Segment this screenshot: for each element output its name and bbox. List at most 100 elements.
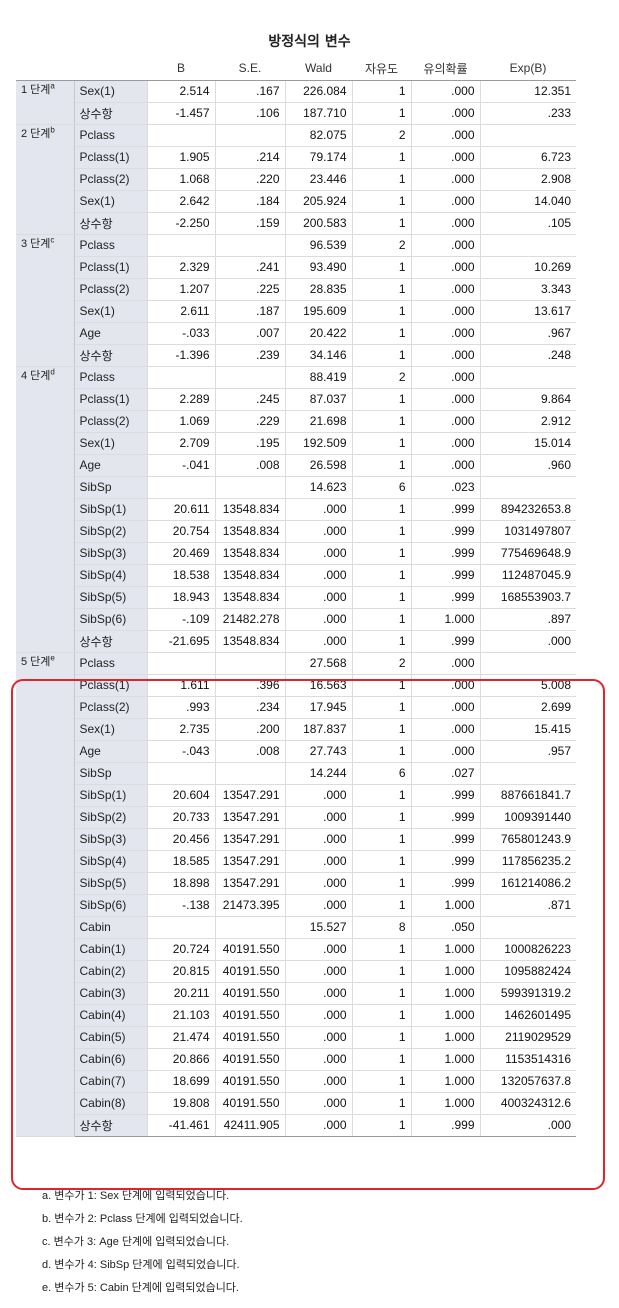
value-cell: .999 xyxy=(410,586,480,609)
variable-name-cell: SibSp(4) xyxy=(74,564,147,587)
value-cell: 1 xyxy=(351,828,411,851)
value-cell: .000 xyxy=(410,696,480,719)
value-cell: .239 xyxy=(214,344,285,367)
value-cell: 112487045.9 xyxy=(479,564,576,587)
value-cell: 20.733 xyxy=(146,806,215,829)
value-cell: .000 xyxy=(284,894,352,917)
value-cell: 2.289 xyxy=(146,388,215,411)
value-cell: 1 xyxy=(351,806,411,829)
value-cell: 40191.550 xyxy=(214,1092,285,1115)
variable-name-cell: 상수항 xyxy=(74,212,147,235)
value-cell: 1 xyxy=(351,498,411,521)
table-body: 1 단계a Sex(1) 2.514.167 226.084 1.000 12.351 상수… xyxy=(16,79,576,1137)
value-cell: 18.538 xyxy=(146,564,215,587)
table-row: Pclass(2) 1.068.220 23.446 1.000 2.908 xyxy=(16,168,576,191)
value-cell: 1.000 xyxy=(410,982,480,1005)
table-row: Pclass(1) 1.905.214 79.174 1.000 6.723 xyxy=(16,146,576,169)
value-cell: 18.585 xyxy=(146,850,215,873)
value-cell: 20.724 xyxy=(146,938,215,961)
value-cell: 1.069 xyxy=(146,410,215,433)
table-row: SibSp(1) 20.611 13548.834.000 1.999 89423265… xyxy=(16,498,576,521)
value-cell: .000 xyxy=(410,322,480,345)
table-row: Cabin(7) 18.699 40191.550.000 1 1.000 1320576… xyxy=(16,1070,576,1093)
header-cell: B xyxy=(147,57,215,81)
table-row: SibSp(5) 18.898 13547.291.000 1.999 16121408… xyxy=(16,872,576,895)
value-cell: 1.000 xyxy=(410,938,480,961)
table-row: SibSp(2) 20.733 13547.291.000 1.999 10093914… xyxy=(16,806,576,829)
value-cell: .999 xyxy=(410,1114,480,1137)
value-cell: 6 xyxy=(351,476,411,499)
variable-name-cell: Cabin(2) xyxy=(74,960,147,983)
value-cell xyxy=(146,365,215,389)
value-cell xyxy=(479,762,576,785)
value-cell: 1 xyxy=(351,674,411,697)
table-row: Pclass(1) 2.289.245 87.037 1.000 9.864 xyxy=(16,388,576,411)
value-cell: 2.642 xyxy=(146,190,215,213)
variable-name-cell: Sex(1) xyxy=(74,432,147,455)
value-cell: 2.908 xyxy=(479,168,576,191)
value-cell: .000 xyxy=(284,564,352,587)
value-cell: 12.351 xyxy=(479,79,576,103)
value-cell: .000 xyxy=(284,1004,352,1027)
value-cell: .999 xyxy=(410,520,480,543)
value-cell: .000 xyxy=(284,542,352,565)
variable-name-cell: SibSp(6) xyxy=(74,608,147,631)
value-cell: 168553903.7 xyxy=(479,586,576,609)
value-cell: .999 xyxy=(410,498,480,521)
value-cell: 6.723 xyxy=(479,146,576,169)
value-cell: .233 xyxy=(479,102,576,125)
table-row: SibSp(2) 20.754 13548.834.000 1.999 10314978… xyxy=(16,520,576,543)
value-cell: -1.457 xyxy=(146,102,215,125)
value-cell: 1 xyxy=(351,586,411,609)
value-cell: 10.269 xyxy=(479,256,576,279)
value-cell: .000 xyxy=(410,454,480,477)
table-row: 상수항 -21.695 13548.834.000 1.999.000 xyxy=(16,630,576,653)
value-cell: .000 xyxy=(410,123,480,147)
value-cell xyxy=(146,651,215,675)
value-cell: 8 xyxy=(351,916,411,939)
variable-name-cell: Pclass xyxy=(74,651,147,675)
value-cell: .000 xyxy=(284,872,352,895)
value-cell: 42411.905 xyxy=(214,1114,285,1137)
value-cell: 1.068 xyxy=(146,168,215,191)
table-row: SibSp(4) 18.585 13547.291.000 1.999 11785623… xyxy=(16,850,576,873)
value-cell: 1.000 xyxy=(410,960,480,983)
footnote: a. 변수가 1: Sex 단계에 입력되었습니다. xyxy=(42,1190,230,1202)
value-cell: 599391319.2 xyxy=(479,982,576,1005)
value-cell: 1.000 xyxy=(410,1004,480,1027)
value-cell: .241 xyxy=(214,256,285,279)
value-cell: 1 xyxy=(351,542,411,565)
value-cell xyxy=(214,651,285,675)
value-cell: .000 xyxy=(284,982,352,1005)
value-cell: 40191.550 xyxy=(214,1070,285,1093)
value-cell: .871 xyxy=(479,894,576,917)
value-cell xyxy=(479,123,576,147)
table-row: SibSp(1) 20.604 13547.291.000 1.999 88766184… xyxy=(16,784,576,807)
value-cell: 1 xyxy=(351,608,411,631)
step-label: 1 단계a xyxy=(16,79,75,125)
value-cell: .105 xyxy=(479,212,576,235)
value-cell: 2.699 xyxy=(479,696,576,719)
value-cell: 1153514316 xyxy=(479,1048,576,1071)
variable-name-cell: Pclass(2) xyxy=(74,168,147,191)
table-row: SibSp(5) 18.943 13548.834.000 1.999 16855390… xyxy=(16,586,576,609)
value-cell: .159 xyxy=(214,212,285,235)
value-cell: 1 xyxy=(351,190,411,213)
value-cell: 132057637.8 xyxy=(479,1070,576,1093)
value-cell xyxy=(146,476,215,499)
value-cell: 2 xyxy=(351,123,411,147)
table-row: SibSp 14.244 6.027 xyxy=(16,762,576,785)
value-cell: 1 xyxy=(351,1070,411,1093)
value-cell: 1 xyxy=(351,1048,411,1071)
value-cell: .000 xyxy=(284,1048,352,1071)
variable-name-cell: 상수항 xyxy=(74,1114,147,1137)
value-cell: 14.040 xyxy=(479,190,576,213)
value-cell: 15.415 xyxy=(479,718,576,741)
value-cell xyxy=(146,233,215,257)
step-label: 2 단계b xyxy=(16,123,75,235)
value-cell: .000 xyxy=(410,190,480,213)
variable-name-cell: SibSp(4) xyxy=(74,850,147,873)
variable-name-cell: SibSp xyxy=(74,762,147,785)
value-cell: .023 xyxy=(410,476,480,499)
value-cell: 13548.834 xyxy=(214,498,285,521)
